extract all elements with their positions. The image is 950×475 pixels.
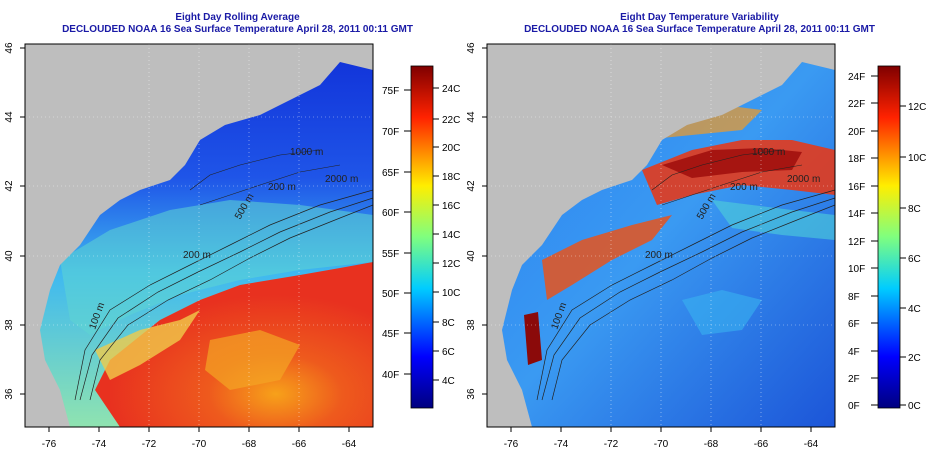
cb-right-f-5: 14F — [848, 209, 865, 220]
sst-map-left: 200 m 500 m 1000 m 2000 m 200 m 100 m -7… — [4, 42, 460, 450]
colorbar-right: 24F 22F 20F 18F 16F 14F 12F 10F 8F 6F 4F… — [848, 65, 926, 412]
cb-right-f-11: 2F — [848, 374, 860, 385]
cb-left-c-2: 20C — [442, 143, 460, 154]
cb-right-f-10: 4F — [848, 347, 860, 358]
cb-right-f-3: 18F — [848, 154, 865, 165]
cb-left-c-4: 16C — [442, 201, 460, 212]
cb-right-c-1: 10C — [908, 153, 926, 164]
x-axis-left: -76 -74 -72 -70 -68 -66 -64 — [42, 427, 357, 450]
cb-left-c-5: 14C — [442, 230, 460, 241]
contour-label-1000-right: 1000 m — [752, 147, 785, 158]
contour-label-2000-right: 2000 m — [787, 174, 820, 185]
y-tick-left-1: 44 — [4, 111, 15, 123]
contour-label-2000-left: 2000 m — [325, 174, 358, 185]
cb-left-c-9: 6C — [442, 347, 455, 358]
cb-right-f-4: 16F — [848, 182, 865, 193]
sst-map-right: 200 m 500 m 1000 m 2000 m 200 m 100 m -7… — [466, 42, 926, 450]
contour-label-200-right: 200 m — [645, 250, 673, 261]
y-tick-left-5: 36 — [4, 388, 15, 400]
y-tick-left-4: 38 — [4, 319, 15, 331]
cb-left-c-10: 4C — [442, 376, 455, 387]
x-tick-left-6: -64 — [342, 439, 357, 450]
cb-right-f-9: 6F — [848, 319, 860, 330]
x-tick-left-1: -74 — [92, 439, 107, 450]
cb-right-c-3: 6C — [908, 254, 921, 265]
map-title-left: Eight Day Rolling Average — [175, 12, 300, 23]
y-axis-right: 46 44 42 40 38 36 — [466, 42, 487, 400]
x-tick-right-1: -74 — [554, 439, 569, 450]
map-area-left: 200 m 500 m 1000 m 2000 m 200 m 100 m — [24, 43, 374, 428]
cb-left-f-2: 65F — [382, 168, 399, 179]
x-tick-left-4: -68 — [242, 439, 257, 450]
map-subtitle-right: DECLOUDED NOAA 16 Sea Surface Temperatur… — [524, 24, 875, 35]
colorbar-left: 75F 70F 65F 60F 55F 50F 45F 40F 24C 22C … — [382, 65, 460, 409]
map-title-right: Eight Day Temperature Variability — [620, 12, 779, 23]
cb-right-c-6: 0C — [908, 401, 921, 412]
cb-right-f-1: 22F — [848, 99, 865, 110]
contour-label-200b-left: 200 m — [268, 182, 296, 193]
y-tick-left-2: 42 — [4, 180, 15, 192]
cb-right-f-2: 20F — [848, 127, 865, 138]
x-tick-right-5: -66 — [754, 439, 769, 450]
cb-left-c-6: 12C — [442, 259, 460, 270]
cb-left-c-8: 8C — [442, 318, 455, 329]
cb-left-c-7: 10C — [442, 288, 460, 299]
y-tick-right-1: 44 — [466, 111, 477, 123]
cb-left-f-5: 50F — [382, 289, 399, 300]
y-tick-right-2: 42 — [466, 180, 477, 192]
cb-right-c-2: 8C — [908, 204, 921, 215]
cb-left-c-3: 18C — [442, 172, 460, 183]
cb-right-f-0: 24F — [848, 72, 865, 83]
x-tick-left-3: -70 — [192, 439, 207, 450]
x-axis-right: -76 -74 -72 -70 -68 -66 -64 — [504, 427, 819, 450]
cb-left-f-7: 40F — [382, 370, 399, 381]
x-tick-right-6: -64 — [804, 439, 819, 450]
cb-right-c-5: 2C — [908, 353, 921, 364]
y-tick-right-3: 40 — [466, 250, 477, 262]
cb-left-f-3: 60F — [382, 208, 399, 219]
cb-left-c-0: 24C — [442, 84, 460, 95]
y-tick-right-4: 38 — [466, 319, 477, 331]
x-tick-right-2: -72 — [604, 439, 619, 450]
contour-label-200-left: 200 m — [183, 250, 211, 261]
cb-left-f-6: 45F — [382, 329, 399, 340]
cb-right-f-12: 0F — [848, 401, 860, 412]
cb-right-c-4: 4C — [908, 304, 921, 315]
x-tick-right-4: -68 — [704, 439, 719, 450]
cb-right-c-0: 12C — [908, 102, 926, 113]
panel-average: Eight Day Rolling Average DECLOUDED NOAA… — [4, 12, 460, 450]
cb-right-f-7: 10F — [848, 264, 865, 275]
y-axis-left: 46 44 42 40 38 36 — [4, 42, 25, 400]
cb-left-f-1: 70F — [382, 127, 399, 138]
y-tick-right-0: 46 — [466, 42, 477, 54]
x-tick-left-0: -76 — [42, 439, 57, 450]
cb-right-f-6: 12F — [848, 237, 865, 248]
cb-left-f-0: 75F — [382, 86, 399, 97]
contour-label-1000-left: 1000 m — [290, 147, 323, 158]
contour-label-200b-right: 200 m — [730, 182, 758, 193]
y-tick-right-5: 36 — [466, 388, 477, 400]
map-area-right: 200 m 500 m 1000 m 2000 m 200 m 100 m — [486, 43, 836, 428]
cb-right-f-8: 8F — [848, 292, 860, 303]
x-tick-right-3: -70 — [654, 439, 669, 450]
y-tick-left-0: 46 — [4, 42, 15, 54]
cb-left-f-4: 55F — [382, 249, 399, 260]
panel-variability: Eight Day Temperature Variability DECLOU… — [462, 0, 937, 475]
map-subtitle-left: DECLOUDED NOAA 16 Sea Surface Temperatur… — [62, 24, 413, 35]
y-tick-left-3: 40 — [4, 250, 15, 262]
x-tick-left-2: -72 — [142, 439, 157, 450]
x-tick-right-0: -76 — [504, 439, 519, 450]
cb-left-c-1: 22C — [442, 115, 460, 126]
x-tick-left-5: -66 — [292, 439, 307, 450]
